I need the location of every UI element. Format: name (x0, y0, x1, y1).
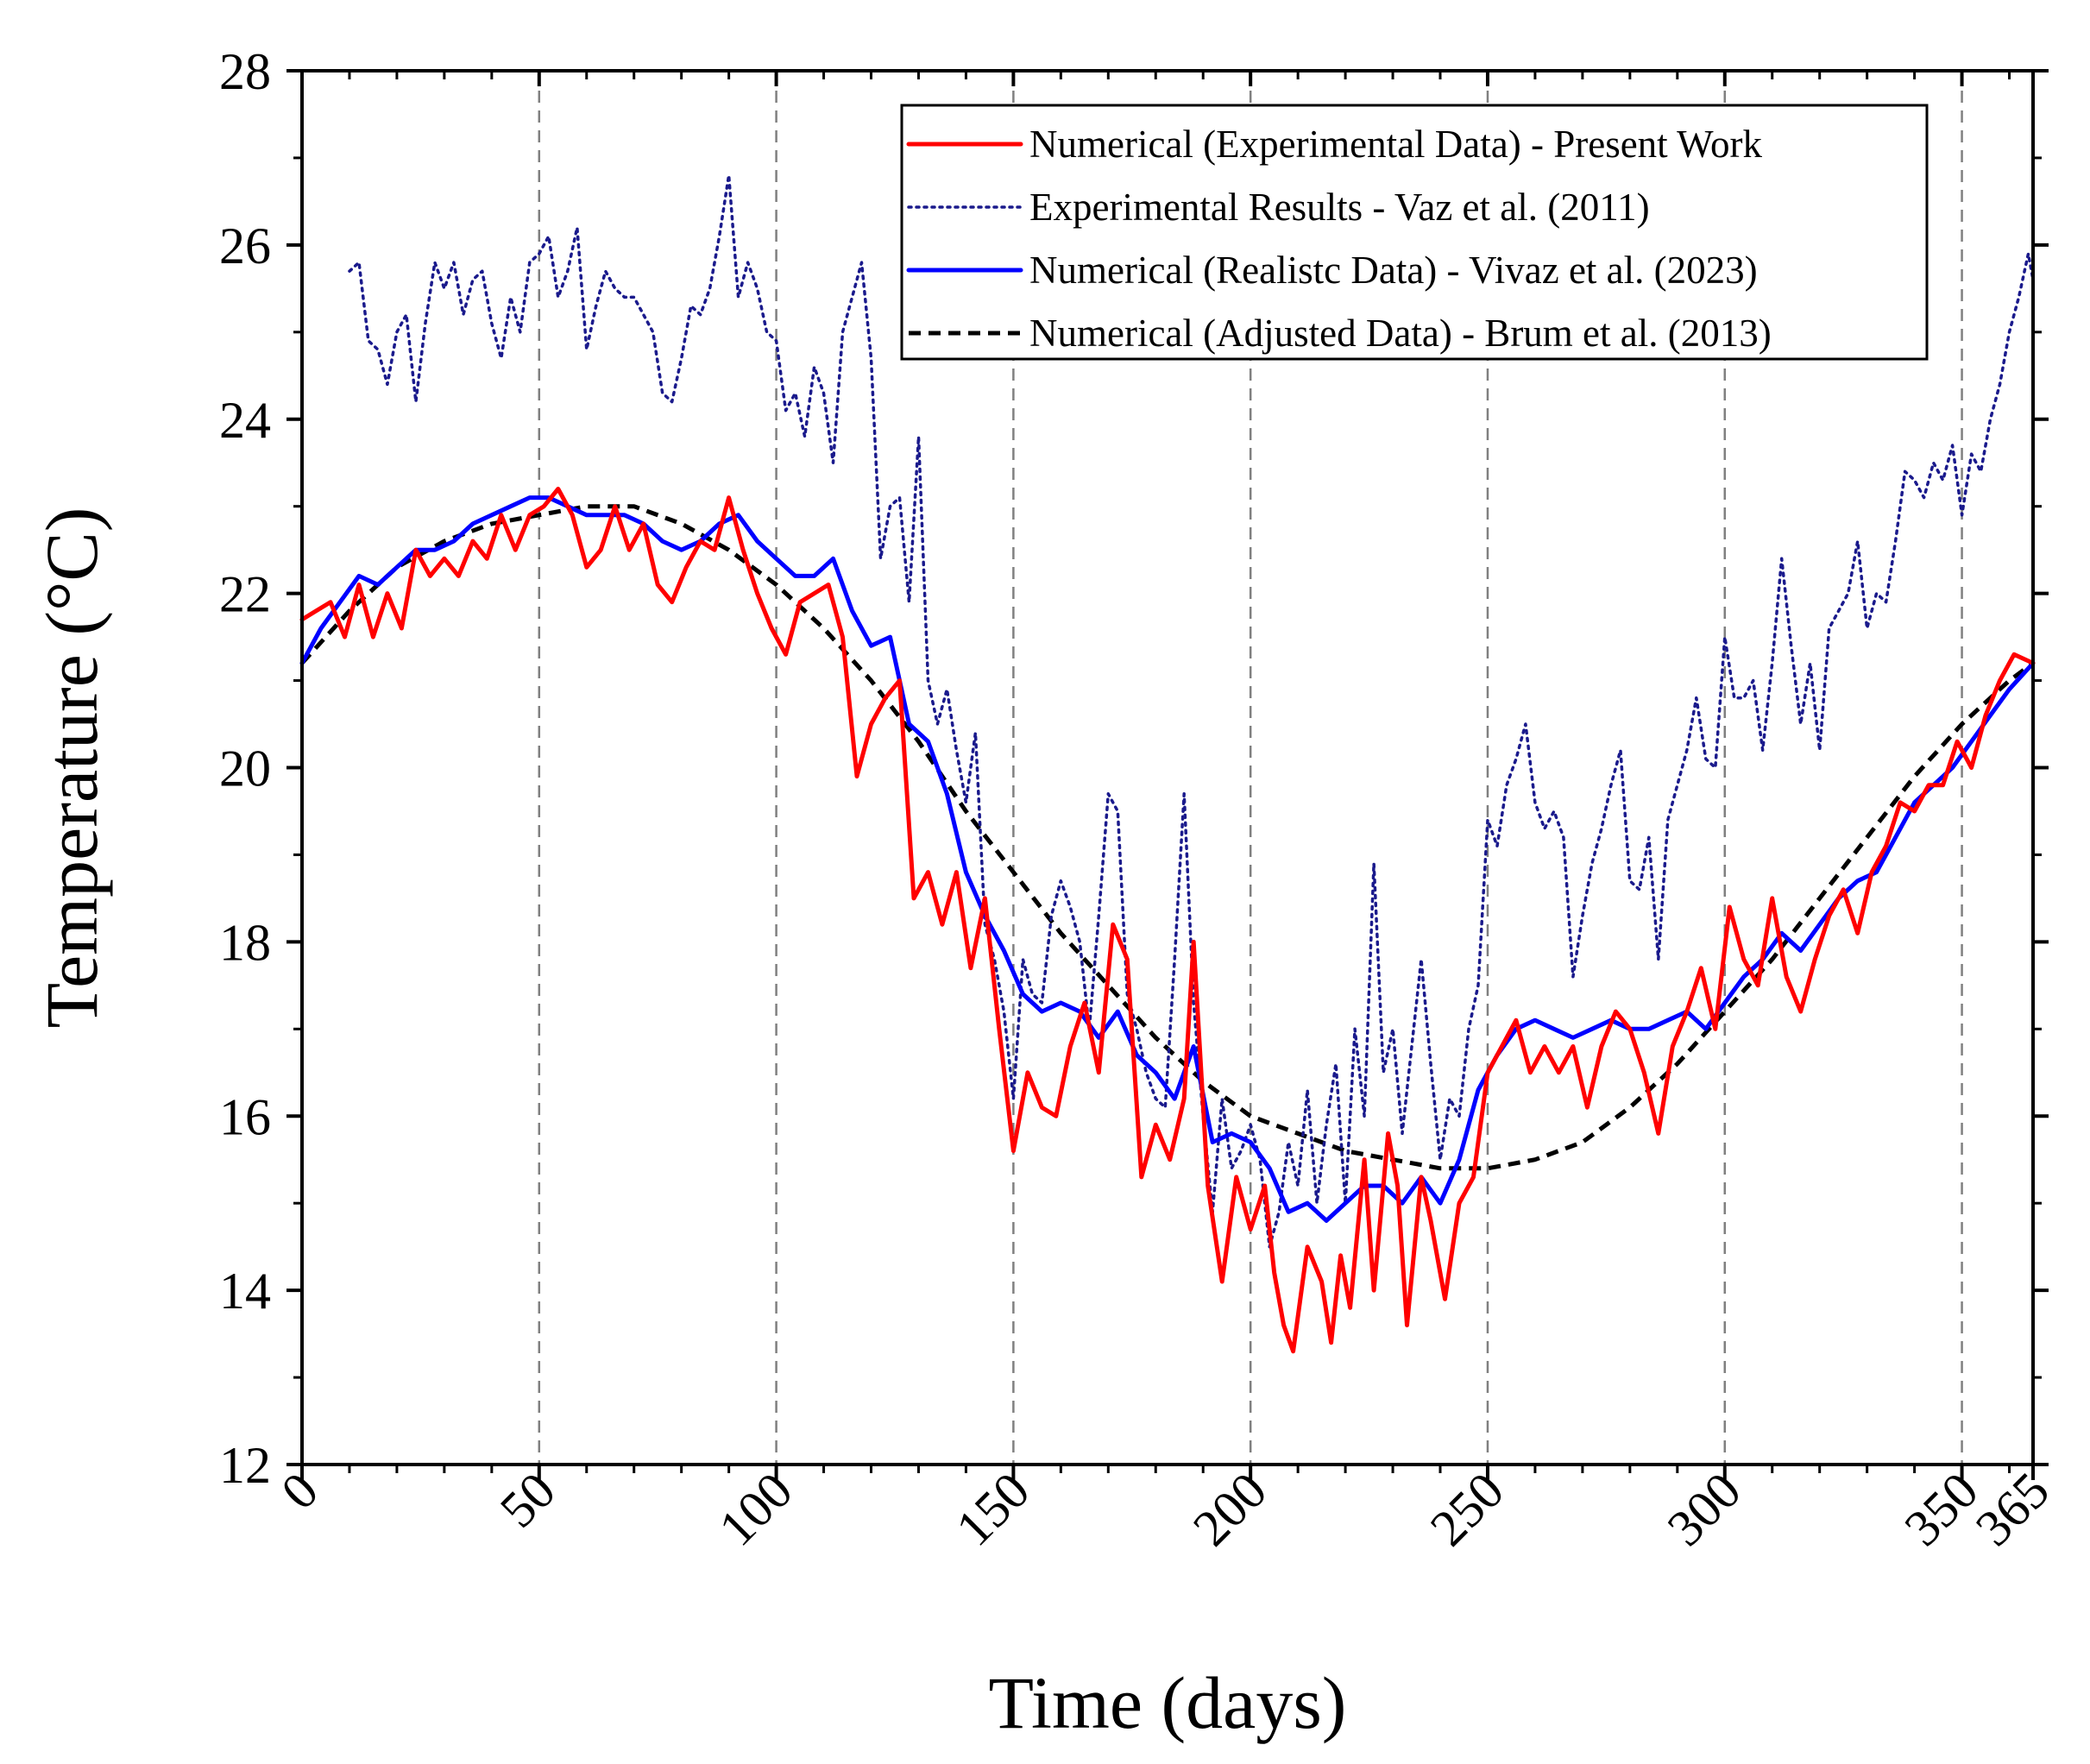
y-tick-label: 18 (219, 914, 271, 971)
legend-entry-vaz: Experimental Results - Vaz et al. (2011) (907, 186, 1650, 229)
grid-lines (538, 71, 1963, 1465)
y-tick-label: 26 (219, 217, 271, 274)
x-axis-title: Time (days) (989, 1661, 1347, 1744)
x-tick-label: 0 (270, 1462, 329, 1521)
y-tick-label: 16 (219, 1088, 271, 1145)
legend-entry-vivaz: Numerical (Realistc Data) - Vivaz et al.… (906, 249, 1758, 292)
x-tick-label: 100 (708, 1462, 803, 1557)
y-axis-title: Temperature (°C) (30, 507, 113, 1029)
y-tick-label: 14 (219, 1263, 271, 1320)
x-tick-label: 300 (1657, 1462, 1752, 1557)
legend-label-brum: Numerical (Adjusted Data) - Brum et al. … (1029, 312, 1772, 355)
series-present-work-line (299, 487, 2036, 1354)
y-tick-label: 24 (219, 392, 271, 449)
y-tick-label: 22 (219, 566, 271, 623)
series-vivaz-line (299, 495, 2036, 1223)
y-tick-label: 20 (219, 740, 271, 797)
y-tick-label: 12 (219, 1437, 271, 1494)
x-tick-label: 250 (1420, 1462, 1514, 1557)
series-brum-line (300, 504, 2035, 1171)
x-tick-label: 365 (1965, 1462, 2060, 1557)
series-vaz-line (348, 173, 2035, 1249)
x-tick-label: 50 (489, 1462, 566, 1539)
legend-label-present-work: Numerical (Experimental Data) - Present … (1029, 123, 1762, 166)
axis-ticks (286, 69, 2049, 1480)
legend-box (900, 104, 1929, 361)
legend: Numerical (Experimental Data) - Present … (900, 104, 1929, 361)
legend-label-vaz: Experimental Results - Vaz et al. (2011) (1029, 186, 1650, 229)
series-layer (299, 173, 2036, 1354)
legend-entry-brum: Numerical (Adjusted Data) - Brum et al. … (909, 312, 1772, 355)
y-tick-label: 28 (219, 43, 271, 100)
x-tick-label: 150 (945, 1462, 1040, 1557)
legend-label-vivaz: Numerical (Realistc Data) - Vivaz et al.… (1029, 249, 1758, 292)
x-tick-label: 200 (1182, 1462, 1277, 1557)
legend-entry-present-work: Numerical (Experimental Data) - Present … (906, 123, 1762, 166)
